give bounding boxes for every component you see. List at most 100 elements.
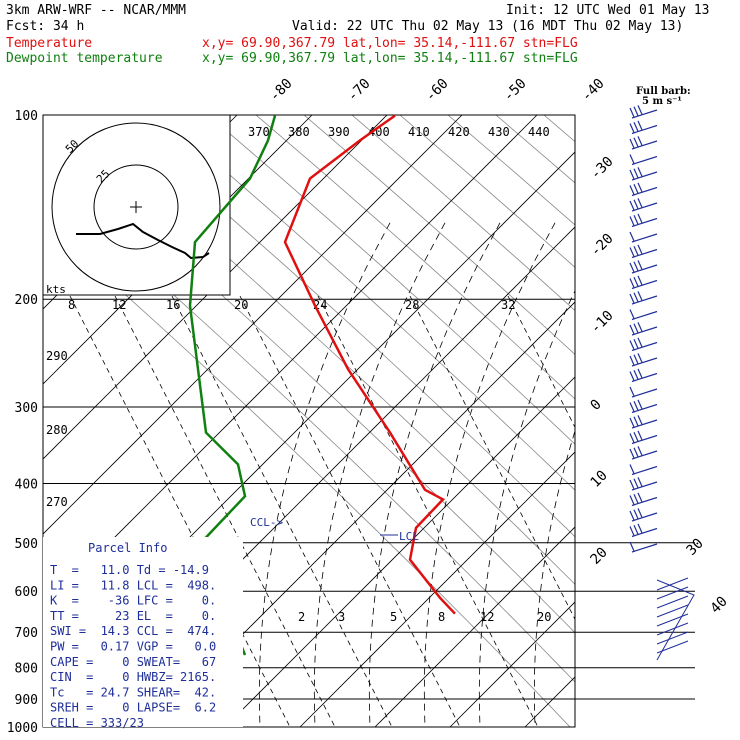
pressure-label-600: 600 <box>15 585 38 600</box>
wind-barb <box>629 322 658 336</box>
wind-barb <box>629 523 658 538</box>
moist-adiabat <box>423 222 556 727</box>
wind-barb <box>629 198 658 212</box>
barb-flag <box>637 167 643 177</box>
barb-flag <box>637 430 643 441</box>
dry-adiabat <box>255 115 575 400</box>
barb-flag <box>637 368 643 379</box>
pressure-label-900: 900 <box>15 693 38 708</box>
isotherm-line <box>299 451 575 727</box>
barb-flag <box>633 214 639 225</box>
barb-flag <box>629 154 635 164</box>
wind-barb <box>629 275 658 290</box>
wind-barb <box>656 604 689 618</box>
moist-adiabat <box>533 429 575 727</box>
barb-shaft <box>631 341 658 352</box>
barb-flag <box>629 355 635 366</box>
hodograph-units: kts <box>46 283 66 296</box>
isotherm-label: -20 <box>588 231 617 260</box>
parcel-info-row: LI = 11.8 LCL = 498. <box>50 578 216 592</box>
ccl-marker: CCL-> <box>250 516 283 529</box>
dry-adiabat <box>399 115 575 268</box>
parcel-info-row: CELL = 333/23 <box>50 716 144 730</box>
barb-flag <box>629 417 635 428</box>
parcel-info-row: Tc = 24.7 SHEAR= 42. <box>50 685 216 699</box>
wind-barb <box>629 386 658 398</box>
pressure-label-200: 200 <box>15 293 38 308</box>
barb-flag <box>633 245 639 256</box>
hodograph: 25 50 kts <box>42 114 231 296</box>
hodograph-ring-50 <box>51 122 221 292</box>
dewpoint-legend: Dewpoint temperature <box>6 51 163 66</box>
moist-adiabat <box>258 222 391 727</box>
parcel-info-row: CIN = 0 HWBZ= 2165. <box>50 670 216 684</box>
wind-barb <box>656 577 689 591</box>
wind-barb <box>629 154 658 166</box>
barb-flag <box>629 231 635 242</box>
isotherm-label: -10 <box>588 308 617 337</box>
barb-flag <box>637 508 643 518</box>
wind-barb <box>629 337 658 352</box>
barb-shaft <box>631 527 658 538</box>
valid-time: Valid: 22 UTC Thu 02 May 13 (16 MDT Thu … <box>292 19 683 34</box>
dry-adiabat <box>592 115 740 727</box>
mixing-ratio-line <box>317 295 539 727</box>
barb-flag <box>629 169 635 180</box>
wind-barb <box>656 631 689 645</box>
init-time: Init: 12 UTC Wed 01 May 13 <box>506 3 710 18</box>
parcel-info-row: TT = 23 EL = 0. <box>50 609 216 623</box>
mixing-ratio-label: 12 <box>480 610 494 624</box>
barb-shaft <box>631 248 658 259</box>
mixing-ratio-label: 2 <box>298 610 305 624</box>
barb-flag <box>629 138 635 149</box>
dry-adiabat <box>303 115 575 356</box>
barb-flag <box>637 182 643 193</box>
barb-flag <box>629 216 635 226</box>
isotherm-line <box>449 601 575 727</box>
isotherm-label: 10 <box>588 468 611 491</box>
wind-barb <box>629 136 658 150</box>
pressure-label-300: 300 <box>15 401 38 416</box>
barb-shaft <box>631 357 658 367</box>
barb-legend-value: 5 m s⁻¹ <box>642 96 682 107</box>
barb-flag <box>633 478 639 488</box>
temperature-legend: Temperature <box>6 36 92 51</box>
mixing-ratio-line <box>507 295 575 429</box>
mixing-ratio-label: 3 <box>338 610 345 624</box>
barb-shaft <box>631 295 658 305</box>
barb-flag <box>637 415 643 425</box>
wind-barb <box>629 464 658 476</box>
isotherm-line <box>374 526 575 727</box>
barb-flag <box>633 400 639 411</box>
pressure-label-100: 100 <box>15 109 38 124</box>
barb-flag <box>629 526 635 536</box>
barb-flag <box>637 136 643 146</box>
barb-shaft <box>631 140 658 150</box>
mixing-ratio-label: 12 <box>112 298 126 312</box>
barb-shaft <box>631 279 658 290</box>
barb-flag <box>633 106 639 116</box>
mixing-ratio-label: 8 <box>68 298 75 312</box>
barb-flag <box>629 402 635 412</box>
barb-flag <box>637 275 643 286</box>
wind-barb <box>629 430 658 445</box>
theta-label: 400 <box>368 125 390 139</box>
isotherm-line <box>43 115 388 460</box>
barb-shaft <box>631 171 658 181</box>
isotherm-line <box>0 115 12 727</box>
barb-shaft <box>631 233 658 243</box>
barb-flag <box>637 291 643 301</box>
moist-adiabat <box>368 222 501 727</box>
barb-flag <box>633 183 639 194</box>
wind-barb <box>629 492 658 507</box>
isotherm-line <box>600 115 740 727</box>
barb-flag <box>629 386 635 397</box>
parcel-info-title: Parcel Info <box>88 541 167 555</box>
barb-shaft <box>631 217 658 228</box>
pressure-label-500: 500 <box>15 537 38 552</box>
wind-barb <box>629 541 658 553</box>
barb-shaft <box>631 512 658 522</box>
theta-label: 440 <box>528 125 550 139</box>
barb-shaft <box>631 450 658 460</box>
